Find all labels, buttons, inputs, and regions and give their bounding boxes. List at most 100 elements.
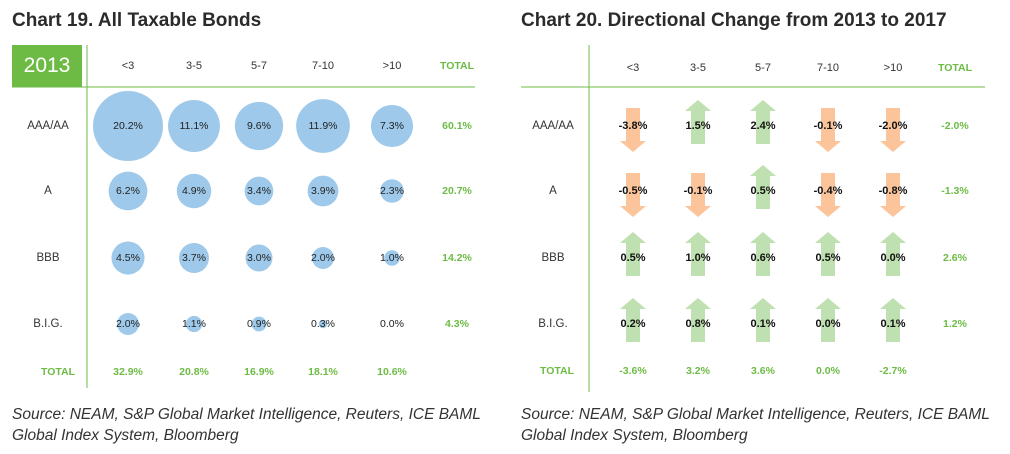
chart20-row-label: BBB xyxy=(541,252,565,264)
chart19-cell-value: 0.3% xyxy=(311,318,335,330)
bubble-2-0 xyxy=(111,241,145,275)
bubble-0-4 xyxy=(370,104,414,148)
chart20-total-row-label: TOTAL xyxy=(539,365,575,377)
chart20-cell-value: -0.1% xyxy=(813,120,843,132)
chart20-col-header: <3 xyxy=(626,62,640,74)
bubble-2-3 xyxy=(311,246,335,270)
chart20-source: Source: NEAM, S&P Global Market Intellig… xyxy=(521,406,990,444)
chart20-cell-value: 0.5% xyxy=(620,252,646,264)
chart19-row-label: B.I.G. xyxy=(33,318,63,330)
bubble-1-2 xyxy=(244,176,274,206)
bubble-2-4 xyxy=(384,250,400,266)
chart20-col-header: 5-7 xyxy=(755,62,771,74)
chart19-row-total: 14.2% xyxy=(442,252,472,264)
down-arrow-0-4 xyxy=(880,108,906,152)
up-arrow-1-2 xyxy=(750,165,776,209)
bubble-3-3 xyxy=(318,319,328,329)
chart19-row-label: BBB xyxy=(36,252,60,264)
chart20-cell-value: 1.0% xyxy=(685,252,711,264)
chart19-cell-value: 1.0% xyxy=(380,252,404,264)
chart20-cell-value: 0.5% xyxy=(815,252,841,264)
down-arrow-1-1 xyxy=(685,173,711,217)
chart19-col-header: >10 xyxy=(382,60,402,72)
chart19-row-label: A xyxy=(44,185,52,197)
chart20-cell-value: 0.6% xyxy=(750,252,776,264)
bubble-1-1 xyxy=(176,173,212,209)
chart20-row-label: A xyxy=(549,185,557,197)
up-arrow-2-4 xyxy=(880,232,906,276)
chart20-cell-value: -2.0% xyxy=(878,120,908,132)
chart19-source: Source: NEAM, S&P Global Market Intellig… xyxy=(12,406,481,444)
chart19-cell-value: 20.2% xyxy=(113,120,143,132)
chart19-cell-value: 2.0% xyxy=(116,318,140,330)
bubble-1-3 xyxy=(307,175,339,207)
down-arrow-0-0 xyxy=(620,108,646,152)
chart20-cell-value: 0.2% xyxy=(620,318,646,330)
chart19-total-row-label: TOTAL xyxy=(40,366,76,378)
chart20-cell-value: 0.0% xyxy=(880,252,906,264)
chart20-cell-value: -0.1% xyxy=(683,185,713,197)
chart20-row-label: B.I.G. xyxy=(538,318,568,330)
chart20-col-header: >10 xyxy=(883,62,903,74)
bubble-0-0 xyxy=(93,91,163,161)
chart19-title: Chart 19. All Taxable Bonds xyxy=(12,10,262,31)
up-arrow-2-1 xyxy=(685,232,711,276)
chart20-col-total: -3.6% xyxy=(619,365,647,377)
chart20-cell-value: 0.0% xyxy=(815,318,841,330)
chart20-row-total: 2.6% xyxy=(943,252,967,264)
chart20-total-header: TOTAL xyxy=(937,62,973,74)
chart19-row-total: 20.7% xyxy=(442,185,472,197)
down-arrow-1-0 xyxy=(620,173,646,217)
chart19-cell-value: 2.3% xyxy=(380,185,404,197)
chart20-cell-value: 0.5% xyxy=(750,185,776,197)
chart19-cell-value: 9.6% xyxy=(247,120,271,132)
bubble-3-2 xyxy=(251,316,267,332)
bubble-0-3 xyxy=(296,99,350,153)
chart19-cell-value: 1.1% xyxy=(182,318,206,330)
chart19-cell-value: 11.9% xyxy=(308,120,338,132)
up-arrow-3-1 xyxy=(685,298,711,342)
chart20-cell-value: 0.1% xyxy=(750,318,776,330)
chart19-row-label: AAA/AA xyxy=(27,120,69,132)
chart20-row-label: AAA/AA xyxy=(532,120,574,132)
up-arrow-3-0 xyxy=(620,298,646,342)
down-arrow-1-4 xyxy=(880,173,906,217)
chart20-col-total: 0.0% xyxy=(816,365,840,377)
up-arrow-3-2 xyxy=(750,298,776,342)
chart19-cell-value: 6.2% xyxy=(116,185,140,197)
up-arrow-3-3 xyxy=(815,298,841,342)
up-arrow-2-3 xyxy=(815,232,841,276)
chart19-cell-value: 3.9% xyxy=(311,185,335,197)
chart19-col-total: 18.1% xyxy=(308,366,338,378)
chart20-row-total: -2.0% xyxy=(941,120,969,132)
chart19-cell-value: 3.4% xyxy=(247,185,271,197)
chart19-col-header: <3 xyxy=(121,60,135,72)
chart19-total-header: TOTAL xyxy=(439,60,475,72)
chart19-cell-value: 3.7% xyxy=(182,252,206,264)
bubble-1-0 xyxy=(108,171,148,211)
chart19-cell-value: 4.5% xyxy=(116,252,140,264)
chart20-col-header: 7-10 xyxy=(816,62,840,74)
down-arrow-1-3 xyxy=(815,173,841,217)
chart20-cell-value: 0.8% xyxy=(685,318,711,330)
down-arrow-0-3 xyxy=(815,108,841,152)
chart20-cell-value: 1.5% xyxy=(685,120,711,132)
up-arrow-0-1 xyxy=(685,100,711,144)
chart19-col-total: 32.9% xyxy=(113,366,143,378)
chart19-col-header: 5-7 xyxy=(251,60,267,72)
chart19-col-header: 7-10 xyxy=(311,60,335,72)
up-arrow-2-0 xyxy=(620,232,646,276)
bubble-2-2 xyxy=(245,244,273,272)
chart20-cell-value: -0.4% xyxy=(813,185,843,197)
chart20-title: Chart 20. Directional Change from 2013 t… xyxy=(521,10,947,31)
chart19-cell-value: 2.0% xyxy=(311,252,335,264)
chart20-row-total: 1.2% xyxy=(943,318,967,330)
chart20-cell-value: -3.8% xyxy=(618,120,648,132)
chart19-col-total: 10.6% xyxy=(377,366,407,378)
chart20-row-total: -1.3% xyxy=(941,185,969,197)
up-arrow-2-2 xyxy=(750,232,776,276)
chart20-arrows xyxy=(620,100,906,342)
chart19-cell-value: 11.1% xyxy=(179,120,209,132)
chart20-col-total: -2.7% xyxy=(879,365,907,377)
